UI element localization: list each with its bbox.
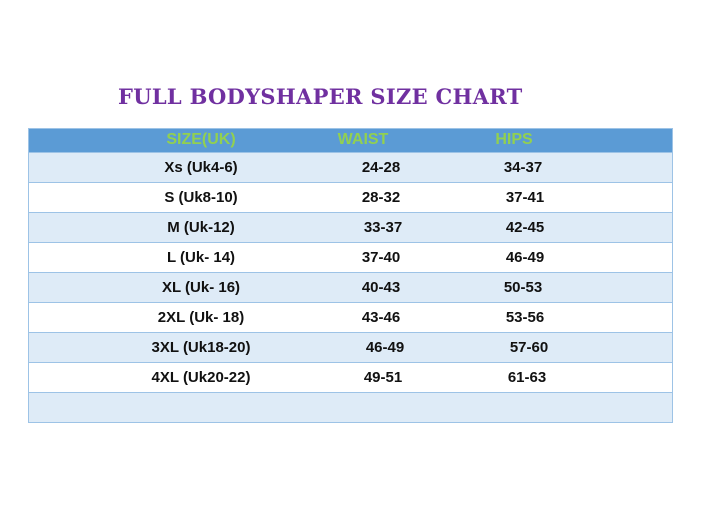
cell-hips: 37-41 <box>505 189 545 206</box>
table-row: 2XL (Uk- 18) 43-46 53-56 <box>29 302 672 332</box>
cell-size: 3XL (Uk18-20) <box>151 339 251 356</box>
table-row: M (Uk-12) 33-37 42-45 <box>29 212 672 242</box>
cell-waist: 40-43 <box>361 279 401 296</box>
cell-hips: 42-45 <box>505 219 545 236</box>
table-row: 3XL (Uk18-20) 46-49 57-60 <box>29 332 672 362</box>
cell-size: Xs (Uk4-6) <box>164 159 238 176</box>
size-chart-table: SIZE(UK) WAIST HIPS Xs (Uk4-6) 24-28 34-37… <box>28 128 673 423</box>
page-title: FULL BODYSHAPER SIZE CHART <box>118 84 523 109</box>
cell-size: XL (Uk- 16) <box>161 279 241 296</box>
cell-waist: 49-51 <box>363 369 403 386</box>
cell-size: M (Uk-12) <box>167 219 235 236</box>
cell-waist: 33-37 <box>363 219 403 236</box>
table-header: SIZE(UK) WAIST HIPS <box>29 129 672 152</box>
table-row: S (Uk8-10) 28-32 37-41 <box>29 182 672 212</box>
cell-waist: 43-46 <box>361 309 401 326</box>
cell-size: S (Uk8-10) <box>164 189 238 206</box>
table-row: 4XL (Uk20-22) 49-51 61-63 <box>29 362 672 392</box>
cell-size: 4XL (Uk20-22) <box>151 369 251 386</box>
cell-hips: 34-37 <box>503 159 543 176</box>
header-size: SIZE(UK) <box>166 131 236 148</box>
table-body: Xs (Uk4-6) 24-28 34-37 S (Uk8-10) 28-32 37-41… <box>29 152 672 422</box>
table-row: L (Uk- 14) 37-40 46-49 <box>29 242 672 272</box>
header-waist: WAIST <box>337 131 389 148</box>
cell-waist: 46-49 <box>365 339 405 356</box>
cell-hips: 57-60 <box>509 339 549 356</box>
cell-waist: 28-32 <box>361 189 401 206</box>
cell-size: L (Uk- 14) <box>166 249 236 266</box>
cell-size: 2XL (Uk- 18) <box>157 309 245 326</box>
cell-hips: 53-56 <box>505 309 545 326</box>
cell-hips: 46-49 <box>505 249 545 266</box>
table-row <box>29 392 672 422</box>
table-row: Xs (Uk4-6) 24-28 34-37 <box>29 152 672 182</box>
table-row: XL (Uk- 16) 40-43 50-53 <box>29 272 672 302</box>
cell-hips: 50-53 <box>503 279 543 296</box>
cell-hips: 61-63 <box>507 369 547 386</box>
cell-waist: 37-40 <box>361 249 401 266</box>
header-hips: HIPS <box>495 131 533 148</box>
cell-waist: 24-28 <box>361 159 401 176</box>
